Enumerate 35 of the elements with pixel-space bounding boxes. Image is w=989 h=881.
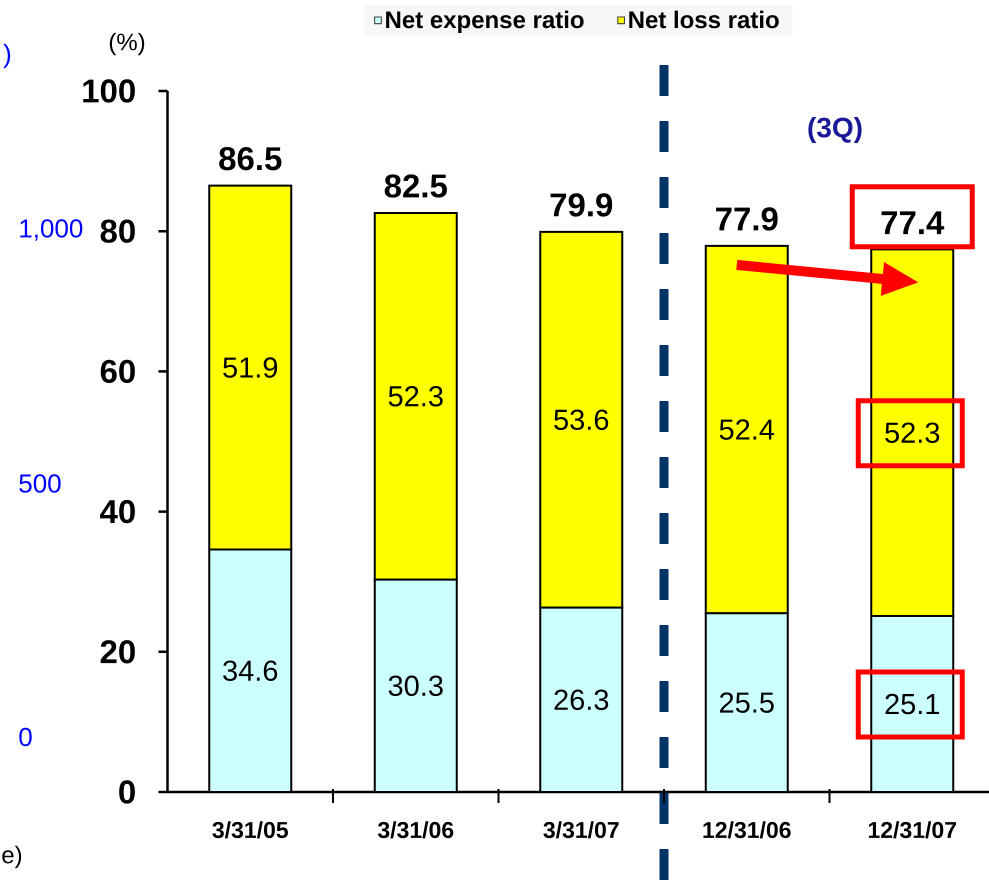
legend-label: Net loss ratio	[629, 10, 779, 28]
total-label: 77.9	[716, 207, 778, 231]
total-label: 79.9	[550, 193, 612, 217]
total-label: 86.5	[219, 146, 282, 170]
data-label: 34.6	[223, 660, 278, 681]
y-tick-label: 40	[100, 500, 135, 524]
data-label: 52.4	[720, 419, 774, 440]
y-tick-label: 100	[83, 79, 135, 103]
x-tick-label: 3/31/07	[543, 821, 619, 838]
y-tick-label: 80	[100, 220, 135, 243]
data-label: 25.5	[720, 692, 774, 713]
y2-axis-title: )	[3, 44, 10, 68]
x-tick-label: 12/31/06	[703, 821, 791, 838]
data-label: 25.1	[886, 694, 940, 714]
data-label: 26.3	[554, 690, 608, 710]
x-tick-label: 12/31/07	[868, 821, 956, 838]
y2-tick-label: 500	[19, 474, 61, 493]
y-tick-label: 60	[100, 360, 135, 384]
data-label: 51.9	[223, 357, 278, 378]
legend-label: Net expense ratio	[386, 10, 584, 34]
y2-tick-label: 1,000	[20, 219, 82, 241]
data-label: 53.6	[554, 409, 608, 430]
y2-tick-label: 0	[19, 728, 32, 746]
data-label: 30.3	[388, 676, 443, 696]
data-label: 52.3	[885, 422, 940, 443]
annotation: (3Q)	[808, 116, 862, 144]
y-axis-title: (%)	[110, 32, 144, 56]
x-tick-label: 3/31/06	[378, 821, 454, 838]
total-label: 77.4	[882, 211, 944, 234]
total-label: 82.5	[384, 174, 447, 198]
data-label: 52.3	[388, 386, 443, 407]
text: e)	[2, 846, 22, 868]
y-tick-label: 0	[119, 780, 135, 804]
y-tick-label: 20	[100, 640, 135, 664]
x-tick-label: 3/31/05	[212, 821, 288, 838]
